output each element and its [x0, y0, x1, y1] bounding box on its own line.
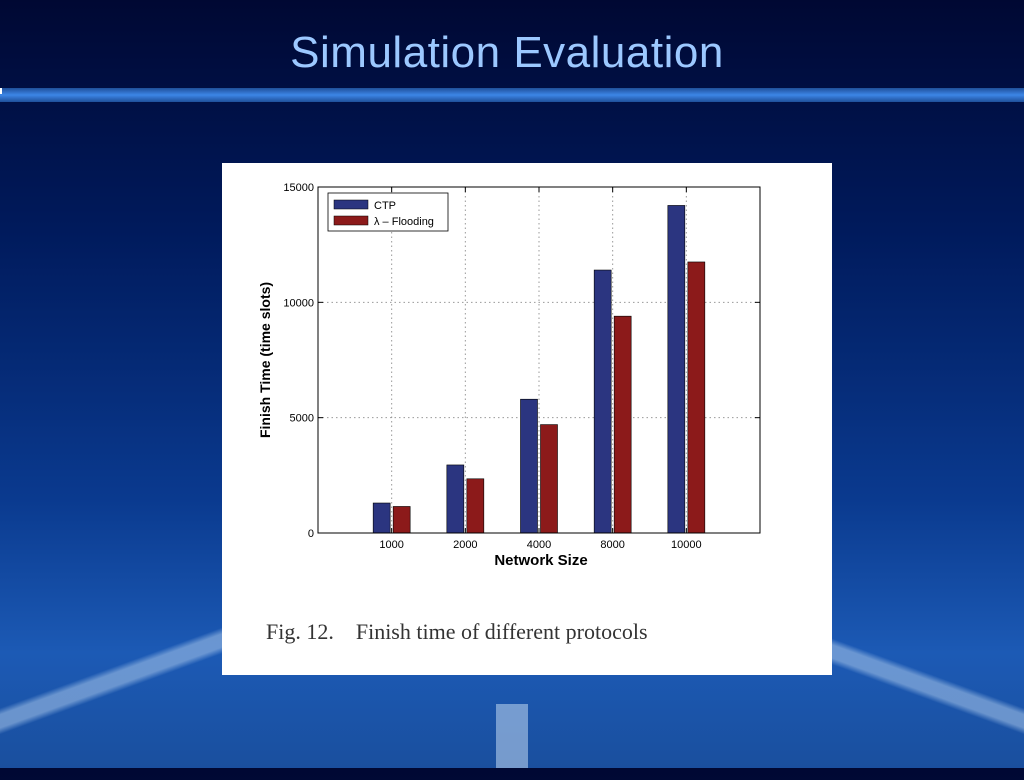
legend-swatch-ctp [333, 199, 369, 210]
bar-ctp-10000 [667, 205, 686, 534]
x-tick-label: 4000 [527, 539, 551, 551]
x-tick-label: 2000 [453, 539, 477, 551]
bar-ctp-8000 [593, 269, 612, 534]
y-tick-label: 10000 [283, 297, 314, 309]
figure-caption: Fig. 12. Finish time of different protoc… [266, 619, 648, 644]
bar-ctp-1000 [372, 502, 391, 534]
chart-bars [372, 205, 706, 534]
background-road-center [496, 704, 528, 768]
y-axis-label: Finish Time (time slots) [257, 282, 273, 438]
figure-panel: 0 5000 10000 15000 1000 2000 4000 8000 10000 Net… [222, 163, 832, 675]
chart-grid [318, 187, 760, 533]
bar-ctp-4000 [520, 398, 538, 534]
y-tick-label: 0 [308, 528, 314, 540]
x-axis-label: Network Size [494, 552, 587, 569]
x-tick-label: 1000 [379, 539, 403, 551]
y-tick-label: 15000 [283, 182, 314, 194]
x-tick-label: 10000 [671, 539, 702, 551]
bar-flooding-4000 [540, 424, 558, 534]
y-tick-label: 5000 [290, 413, 314, 425]
bar-flooding-2000 [466, 478, 485, 534]
legend-swatch-flooding [333, 215, 369, 226]
slide-title: Simulation Evaluation [290, 28, 724, 77]
legend-label-ctp: CTP [374, 200, 396, 212]
bar-flooding-1000 [392, 506, 411, 534]
bar-flooding-10000 [687, 261, 706, 534]
chart-legend: CTP λ – Flooding [327, 192, 449, 232]
title-bar-marker [0, 88, 2, 94]
bar-ctp-2000 [446, 464, 465, 534]
x-tick-label: 8000 [600, 539, 624, 551]
title-underline-bar [0, 88, 1024, 102]
bar-flooding-8000 [613, 315, 632, 534]
legend-label-flooding: λ – Flooding [374, 216, 434, 228]
chart-ticks: 0 5000 10000 15000 1000 2000 4000 8000 10000 [283, 182, 760, 551]
bar-chart: 0 5000 10000 15000 1000 2000 4000 8000 10000 Net… [257, 182, 761, 569]
